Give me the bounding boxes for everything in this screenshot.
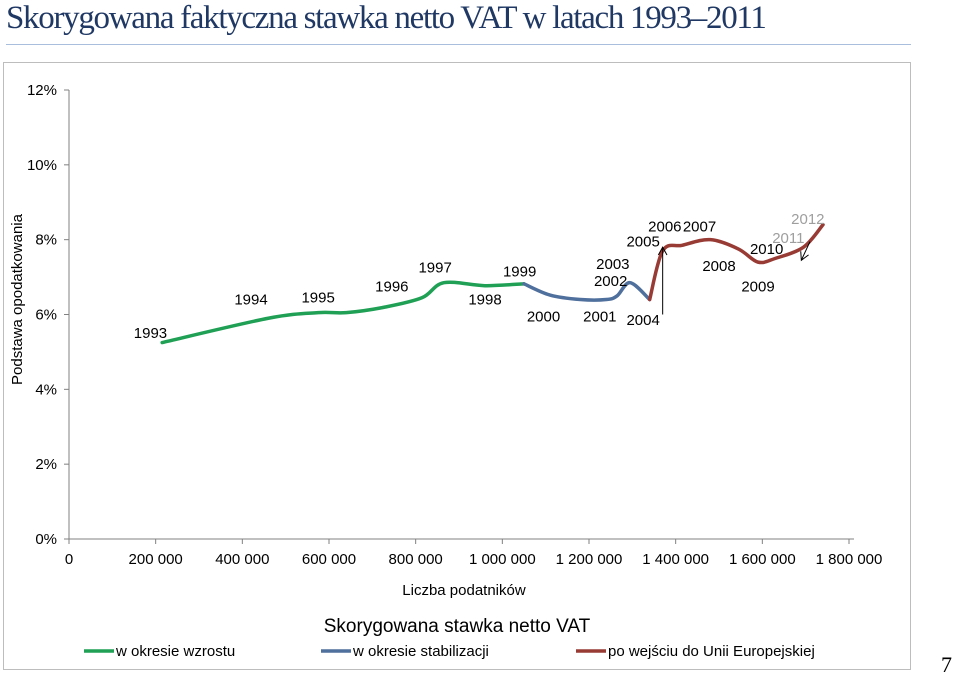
year-label: 2009 xyxy=(741,278,774,295)
y-tick-label: 0% xyxy=(35,531,57,548)
x-tick-label: 1 800 000 xyxy=(816,551,883,568)
x-tick-label: 0 xyxy=(65,551,73,568)
year-label: 2005 xyxy=(626,234,659,251)
legend-entry: w okresie stabilizacji xyxy=(352,643,489,660)
legend-entry: w okresie wzrostu xyxy=(115,643,235,660)
year-label: 2007 xyxy=(683,219,716,236)
y-tick-label: 2% xyxy=(35,456,57,473)
year-label: 2012 xyxy=(791,211,824,228)
arrow-head xyxy=(800,251,809,262)
x-tick-label: 1 600 000 xyxy=(729,551,796,568)
y-axis-title: Podstawa opodatkowania xyxy=(9,213,26,385)
y-tick-label: 8% xyxy=(35,232,57,249)
year-label: 2010 xyxy=(750,241,783,258)
title-divider xyxy=(6,44,911,45)
year-label: 2002 xyxy=(594,273,627,290)
year-label: 1995 xyxy=(301,290,334,307)
series-line-2 xyxy=(647,222,825,302)
chart-canvas: 0% 2% 4% 6% 8% 10% 12% 0 200 000 400 000 600 000 80… xyxy=(9,82,883,660)
y-tick-label: 6% xyxy=(35,307,57,324)
x-axis-title: Liczba podatników xyxy=(402,582,526,599)
year-label: 2004 xyxy=(626,312,659,329)
year-label: 2003 xyxy=(596,256,629,273)
year-label: 2001 xyxy=(583,308,616,325)
x-tick-label: 600 000 xyxy=(302,551,356,568)
x-tick-label: 1 000 000 xyxy=(469,551,536,568)
x-tick-label: 1 200 000 xyxy=(556,551,623,568)
year-label: 1993 xyxy=(134,325,167,342)
year-label: 1999 xyxy=(503,263,536,280)
year-label: 2000 xyxy=(527,308,560,325)
x-tick-label: 400 000 xyxy=(215,551,269,568)
year-label: 1998 xyxy=(468,292,501,309)
y-tick-label: 10% xyxy=(27,157,57,174)
chart-frame: 0% 2% 4% 6% 8% 10% 12% 0 200 000 400 000 600 000 80… xyxy=(3,62,911,670)
arrow-head xyxy=(657,246,668,256)
legend-entry: po wejściu do Unii Europejskiej xyxy=(608,643,815,660)
year-label: 2011 xyxy=(772,230,804,247)
y-tick-label: 12% xyxy=(27,82,57,99)
year-label: 1994 xyxy=(234,292,267,309)
slide-title: Skorygowana faktyczna stawka netto VAT w… xyxy=(6,0,767,36)
x-tick-label: 1 400 000 xyxy=(642,551,709,568)
x-tick-label: 800 000 xyxy=(389,551,443,568)
y-tick-label: 4% xyxy=(35,381,57,398)
page-number: 7 xyxy=(941,652,952,677)
year-label: 1997 xyxy=(418,260,451,277)
year-label: 2006 xyxy=(648,219,681,236)
series-line-0 xyxy=(160,280,526,345)
series-line-1 xyxy=(522,280,652,302)
year-label: 1996 xyxy=(375,278,408,295)
x-tick-label: 200 000 xyxy=(129,551,183,568)
legend-title: Skorygowana stawka netto VAT xyxy=(324,616,591,637)
arrow-shaft xyxy=(800,241,811,261)
year-label: 2008 xyxy=(702,258,735,275)
